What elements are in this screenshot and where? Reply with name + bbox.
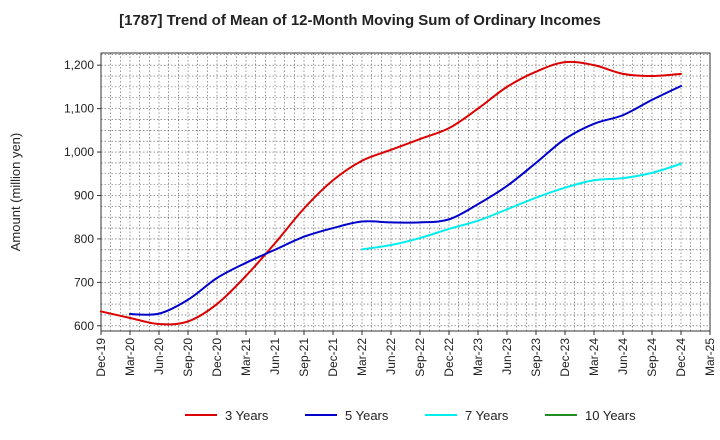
series-lines: [100, 60, 682, 326]
y-tick-label: 600: [74, 319, 94, 333]
grid-lines: [101, 53, 710, 331]
x-tick-label: Jun-21: [268, 338, 282, 375]
x-tick-label: Mar-20: [123, 338, 137, 376]
x-tick-label: Jun-24: [616, 338, 630, 375]
series-line-5-years: [129, 85, 682, 316]
y-tick-label: 700: [74, 275, 94, 289]
legend-label: 10 Years: [585, 408, 636, 423]
series-line-7-years: [361, 162, 682, 251]
x-tick-label: Dec-22: [442, 338, 456, 377]
legend-label: 3 Years: [225, 408, 269, 423]
x-tick-label: Dec-21: [326, 338, 340, 377]
y-axis-ticks: 600 700 800 900 1,000 1,100 1,200: [64, 58, 101, 333]
y-tick-label: 900: [74, 188, 94, 202]
x-axis-ticks: Dec-19 Mar-20 Jun-20 Sep-20 Dec-20 Mar-21 Jun-…: [94, 331, 717, 377]
x-tick-label: Mar-21: [239, 338, 253, 376]
legend-label: 7 Years: [465, 408, 509, 423]
x-tick-label: Dec-23: [558, 338, 572, 377]
x-tick-label: Mar-24: [587, 338, 601, 376]
x-tick-label: Dec-20: [210, 338, 224, 377]
x-tick-label: Sep-22: [413, 338, 427, 377]
y-tick-label: 800: [74, 232, 94, 246]
y-tick-label: 1,000: [64, 145, 94, 159]
y-tick-label: 1,200: [64, 58, 94, 72]
legend-label: 5 Years: [345, 408, 389, 423]
x-tick-label: Mar-22: [355, 338, 369, 376]
x-tick-label: Dec-24: [674, 338, 688, 377]
chart-title: [1787] Trend of Mean of 12-Month Moving …: [119, 12, 601, 29]
y-axis-label: Amount (million yen): [8, 133, 23, 252]
x-tick-label: Sep-24: [645, 338, 659, 377]
x-tick-label: Sep-21: [297, 338, 311, 377]
x-tick-label: Sep-23: [529, 338, 543, 377]
x-tick-label: Jun-23: [500, 338, 514, 375]
legend: 3 Years 5 Years 7 Years 10 Years: [185, 408, 636, 423]
x-tick-label: Jun-20: [152, 338, 166, 375]
series-line-3-years: [100, 60, 682, 326]
y-tick-label: 1,100: [64, 102, 94, 116]
x-tick-label: Dec-19: [94, 338, 108, 377]
x-tick-label: Jun-22: [384, 338, 398, 375]
plot-area-border: [100, 52, 711, 332]
x-tick-label: Mar-23: [471, 338, 485, 376]
x-tick-label: Sep-20: [181, 338, 195, 377]
x-tick-label: Mar-25: [703, 338, 717, 376]
